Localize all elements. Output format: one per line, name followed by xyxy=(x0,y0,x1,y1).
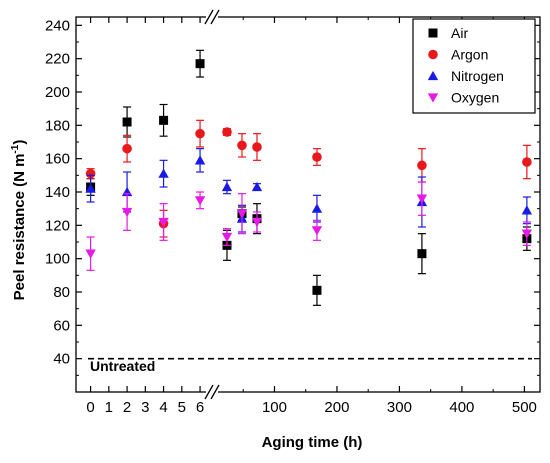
oxygen-point-6 xyxy=(251,217,263,228)
legend-marker-argon xyxy=(428,49,438,60)
axis-break-slash-top-2 xyxy=(210,9,220,25)
oxygen-point-8 xyxy=(416,194,428,204)
plot-frame xyxy=(75,16,541,393)
argon-point-7 xyxy=(312,152,322,162)
x-axis-title: Aging time (h) xyxy=(262,434,363,451)
x-tick-label-1-5: 5 xyxy=(178,399,186,416)
axes-layer: 40 60 80 100 120 140 160 180 200 220 240 0 1 2 3 4 5 6 100… xyxy=(45,9,541,416)
x-tick-label-1-6: 6 xyxy=(196,399,204,416)
nitrogen-point-0 xyxy=(85,183,96,193)
argon-point-4 xyxy=(222,127,232,137)
argon-point-6 xyxy=(252,142,262,152)
argon-point-3 xyxy=(195,128,205,139)
axis-break-slash-top-1 xyxy=(204,9,214,25)
air-point-2 xyxy=(159,115,169,125)
nitrogen-point-7 xyxy=(311,203,323,213)
oxygen-point-3 xyxy=(194,196,206,206)
argon-point-8 xyxy=(417,160,427,171)
y-tick-label-60: 60 xyxy=(53,317,70,334)
argon-point-1 xyxy=(122,143,132,154)
axis-break-slash-bottom-1 xyxy=(204,384,214,400)
x-tick-label-2-100: 100 xyxy=(262,399,287,416)
legend-label-nitrogen: Nitrogen xyxy=(451,68,504,84)
legend-label-air: Air xyxy=(451,25,468,41)
oxygen-point-0 xyxy=(85,249,96,259)
y-tick-label-240: 240 xyxy=(45,17,70,34)
oxygen-point-7 xyxy=(311,226,323,236)
nitrogen-point-6 xyxy=(251,181,263,192)
x-tick-label-1-0: 0 xyxy=(86,399,94,416)
nitrogen-point-2 xyxy=(158,168,169,178)
oxygen-point-9 xyxy=(521,229,533,239)
nitrogen-point-9 xyxy=(521,205,533,215)
legend-label-argon: Argon xyxy=(451,47,488,63)
legend-label-oxygen: Oxygen xyxy=(451,90,499,106)
legend-marker-nitrogen xyxy=(427,70,439,81)
oxygen-point-1 xyxy=(121,207,133,218)
air-point-8 xyxy=(417,249,427,259)
y-tick-label-180: 180 xyxy=(45,117,70,134)
argon-point-5 xyxy=(237,140,247,151)
x-tick-label-1-3: 3 xyxy=(141,399,149,416)
data-layer xyxy=(85,49,533,306)
y-tick-label-40: 40 xyxy=(53,351,70,368)
x-tick-label-2-200: 200 xyxy=(324,399,349,416)
argon-point-0 xyxy=(85,168,96,179)
y-tick-label-140: 140 xyxy=(45,184,70,201)
oxygen-point-5 xyxy=(236,209,248,219)
x-tick-label-2-400: 400 xyxy=(449,399,474,416)
y-tick-label-200: 200 xyxy=(45,84,70,101)
y-tick-label-160: 160 xyxy=(45,151,70,168)
x-tick-label-2-300: 300 xyxy=(387,399,412,416)
legend-marker-air xyxy=(428,28,438,38)
y-tick-label-80: 80 xyxy=(53,284,70,301)
y-tick-label-220: 220 xyxy=(45,51,70,68)
x-tick-label-2-500: 500 xyxy=(512,399,537,416)
y-tick-label-120: 120 xyxy=(45,217,70,234)
air-point-7 xyxy=(312,285,322,295)
x-tick-label-1-4: 4 xyxy=(159,399,167,416)
y-axis-title: Peel resistance (N m-1) xyxy=(10,140,28,301)
untreated-label: Untreated xyxy=(90,358,155,374)
x-tick-label-1-1: 1 xyxy=(105,399,113,416)
x-tick-label-1-2: 2 xyxy=(123,399,131,416)
air-point-1 xyxy=(122,117,132,127)
argon-point-9 xyxy=(522,157,532,167)
nitrogen-point-4 xyxy=(221,181,233,192)
y-axis-title-tail: ) xyxy=(11,140,28,145)
legend-marker-oxygen xyxy=(427,93,439,103)
axis-break-gap-top xyxy=(206,15,218,19)
y-axis-title-superscript: -1 xyxy=(10,144,21,153)
nitrogen-point-3 xyxy=(194,155,206,165)
air-point-3 xyxy=(195,59,205,69)
oxygen-point-2 xyxy=(158,217,169,228)
y-tick-label-100: 100 xyxy=(45,251,70,268)
y-axis-title-main: Peel resistance (N m xyxy=(11,154,28,301)
legend: Air Argon Nitrogen Oxygen xyxy=(412,18,536,114)
axis-break-slash-bottom-2 xyxy=(210,384,220,400)
oxygen-point-4 xyxy=(221,232,233,243)
axis-break-gap-bottom xyxy=(206,390,218,394)
